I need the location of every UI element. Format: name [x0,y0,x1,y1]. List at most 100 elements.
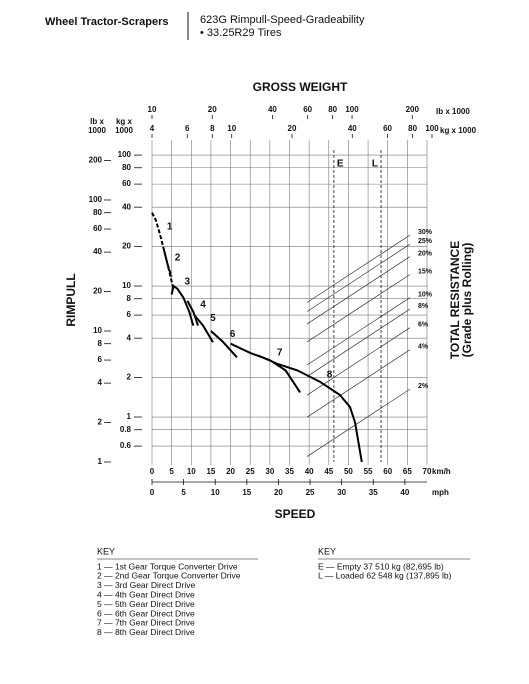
grade-label: 8% [418,303,429,310]
x2-tick-label: 10 [211,488,220,497]
key-item: 2 — 2nd Gear Torque Converter Drive [97,571,241,581]
key-item: 6 — 6th Gear Direct Drive [97,608,195,618]
top-tick-label: 200 [406,105,420,114]
key-title: KEY [97,546,115,556]
y2-tick-label: 1 [127,412,132,421]
grade-label: 25% [418,238,433,245]
top-tick-label: 60 [383,124,392,133]
gear-curve [186,300,199,326]
grade-label: 20% [418,250,433,257]
gear-label: 7 [277,348,283,359]
gear-curve [162,249,175,290]
top-unit: kg x 1000 [440,126,477,135]
grade-line [306,297,411,366]
grade-label: 6% [418,322,429,329]
grade-line [306,349,411,418]
x2-tick-label: 40 [400,488,409,497]
y2-tick-label: 2 [127,373,132,382]
gear-label: 4 [200,299,206,310]
x2-tick-label: 30 [337,488,346,497]
grade-line [306,308,411,377]
y-tick-label: 8 [98,339,103,348]
x-tick-label: 55 [364,467,373,476]
x2-tick-label: 35 [369,488,378,497]
grade-label: 15% [418,268,433,275]
y2-unit: kg x [116,117,133,126]
top-tick-label: 8 [210,124,215,133]
grade-label: 2% [418,383,429,390]
gear-curve [257,354,363,463]
x-unit: km/h [432,467,451,476]
grade-line [306,327,411,396]
x-tick-label: 25 [246,467,255,476]
top-tick-label: 20 [288,124,297,133]
top-unit: lb x 1000 [436,107,470,116]
top-tick-label: 60 [303,105,312,114]
x-tick-label: 10 [187,467,196,476]
grade-line [306,234,411,303]
y-tick-label: 10 [93,326,102,335]
y-tick-label: 2 [98,418,103,427]
y-label: RIMPULL [64,273,78,326]
x2-tick-label: 15 [242,488,251,497]
x2-tick-label: 5 [181,488,186,497]
top-tick-label: 40 [348,124,357,133]
y-tick-label: 6 [98,355,103,364]
gear-curve [194,315,214,343]
top-tick-label: 20 [208,105,217,114]
x-tick-label: 0 [150,467,155,476]
key-title: KEY [318,546,336,556]
gear-label: 2 [175,252,181,263]
x2-tick-label: 25 [306,488,315,497]
y-tick-label: 80 [93,208,102,217]
x-tick-label: 30 [265,467,274,476]
x2-tick-label: 20 [274,488,283,497]
grade-label: 10% [418,291,433,298]
gear-label: 6 [230,329,236,340]
y2-label: TOTAL RESISTANCE [448,241,462,359]
top-tick-label: 10 [148,105,157,114]
y-tick-label: 4 [98,378,103,387]
top-tick-label: 80 [328,105,337,114]
top-tick-label: 6 [185,124,190,133]
grade-label: 30% [418,229,433,236]
y2-tick-label: 0.8 [120,425,132,434]
key-item: 4 — 4th Gear Direct Drive [97,589,195,599]
key-item: E — Empty 37 510 kg (82,695 lb) [318,561,444,571]
gear-label: 3 [185,276,191,287]
grade-line [306,256,411,325]
gear-label: 8 [327,369,333,380]
x-tick-label: 45 [324,467,333,476]
y2-tick-label: 6 [127,310,132,319]
y2-tick-label: 0.6 [120,441,132,450]
y-tick-label: 200 [89,156,103,165]
top-tick-label: 40 [268,105,277,114]
key-item: 5 — 5th Gear Direct Drive [97,599,195,609]
x-tick-label: 70 [423,467,432,476]
grade-line [306,274,411,343]
x2-unit: mph [432,488,449,497]
marker-label: E [337,159,344,170]
key-item: 1 — 1st Gear Torque Converter Drive [97,561,238,571]
y-tick-label: 60 [93,224,102,233]
y2-tick-label: 80 [122,163,131,172]
x-tick-label: 50 [344,467,353,476]
y-tick-label: 1 [98,457,103,466]
top-tick-label: 80 [408,124,417,133]
key-item: 7 — 7th Gear Direct Drive [97,618,195,628]
gear-label: 1 [167,222,173,233]
gear-curve [170,284,195,326]
top-tick-label: 100 [425,124,439,133]
top-tick-label: 100 [345,105,359,114]
chart-title: GROSS WEIGHT [253,80,348,94]
y2-tick-label: 10 [122,281,131,290]
y2-tick-label: 40 [122,202,131,211]
y2-unit: 1000 [115,126,133,135]
x-tick-label: 15 [206,467,215,476]
x-tick-label: 20 [226,467,235,476]
header-note: • 33.25R29 Tires [200,27,282,39]
x-label: SPEED [275,507,316,521]
y-unit: lb x [90,117,104,126]
marker-label: L [372,159,378,170]
y2-tick-label: 60 [122,179,131,188]
